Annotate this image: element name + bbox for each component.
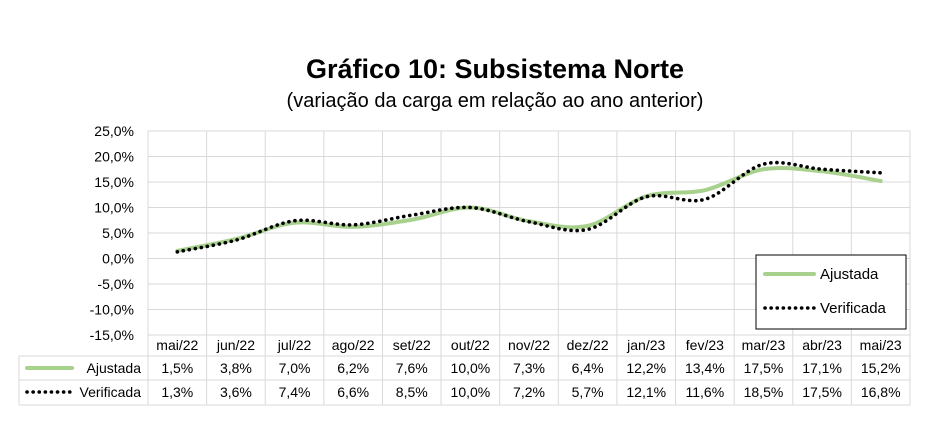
data-label: 11,6% [686,384,725,400]
row-label-verificada: Verificada [80,384,142,400]
data-label: 17,5% [744,360,784,376]
y-axis-labels: 25,0% 20,0% 15,0% 10,0% 5,0% 0,0% -5,0% -10,0% -… [90,123,134,343]
y-tick-label: 10,0% [94,200,134,216]
x-category-label: mai/22 [156,337,198,353]
x-category-label: nov/22 [508,337,550,353]
row-label-ajustada: Ajustada [87,360,142,376]
data-label: 10,0% [451,384,491,400]
x-category-label: jan/23 [626,337,665,353]
y-tick-label: 0,0% [102,251,134,267]
x-category-label: ago/22 [332,337,375,353]
chart-title: Gráfico 10: Subsistema Norte [305,54,685,84]
data-label: 7,2% [513,384,545,400]
data-label: 12,1% [626,384,666,400]
data-label: 17,5% [802,384,842,400]
legend-label: Ajustada [820,266,879,283]
x-category-label: jul/22 [277,337,312,353]
data-label: 7,3% [513,360,545,376]
x-category-label: dez/22 [567,337,609,353]
y-tick-label: 5,0% [102,225,134,241]
y-tick-label: 15,0% [94,174,134,190]
data-label: 3,6% [220,384,252,400]
x-category-label: jun/22 [216,337,255,353]
x-category-label: out/22 [451,337,490,353]
data-label: 13,4% [685,360,725,376]
data-label: 6,4% [572,360,604,376]
x-category-label: mai/23 [860,337,902,353]
data-label: 7,6% [396,360,428,376]
data-label: 7,4% [279,384,311,400]
data-label: 6,6% [337,384,369,400]
data-label: 1,5% [161,360,193,376]
data-label: 6,2% [337,360,369,376]
legend: Ajustada Verificada [755,254,907,330]
data-label: 7,0% [279,360,311,376]
y-tick-label: 25,0% [94,123,134,139]
data-label: 16,8% [861,384,901,400]
data-table: mai/22 jun/22 jul/22 ago/22 set/22 out/22 nov/… [25,337,902,400]
data-label: 12,2% [626,360,666,376]
x-category-label: abr/23 [802,337,842,353]
series-layer [175,160,883,254]
series-line-verificada [175,160,883,254]
data-label: 15,2% [861,360,901,376]
y-tick-label: 20,0% [94,149,134,165]
y-tick-label: -10,0% [90,302,134,318]
x-category-label: mar/23 [742,337,786,353]
data-label: 5,7% [572,384,604,400]
data-label: 10,0% [451,360,491,376]
data-label: 8,5% [396,384,428,400]
chart-subtitle: (variação da carga em relação ao ano ant… [286,90,704,112]
legend-box [755,254,907,330]
y-tick-label: -5,0% [97,276,134,292]
legend-label: Verificada [820,300,887,317]
data-label: 18,5% [744,384,784,400]
x-category-label: fev/23 [686,337,724,353]
data-label: 17,1% [802,360,842,376]
x-category-label: set/22 [393,337,431,353]
series-line-ajustada [175,165,883,253]
data-label: 1,3% [161,384,193,400]
data-label: 3,8% [220,360,252,376]
y-tick-label: -15,0% [90,327,134,343]
